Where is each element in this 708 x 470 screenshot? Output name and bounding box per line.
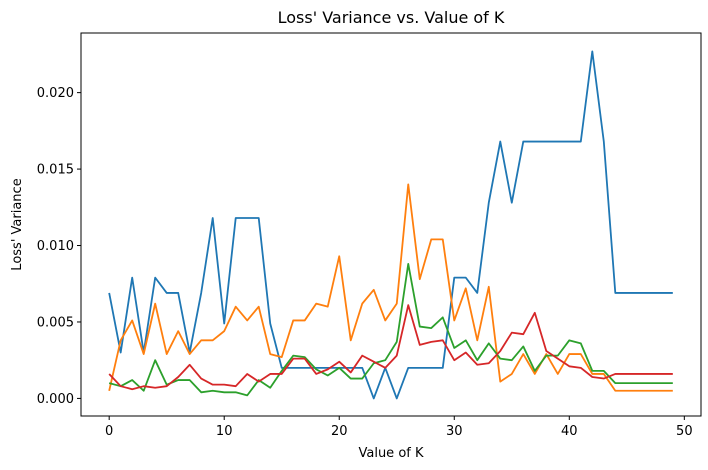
plot-frame [80, 32, 702, 417]
series-line-2 [108, 183, 673, 392]
x-tick-label: 10 [216, 424, 233, 439]
y-tick-label: 0.015 [37, 163, 74, 178]
series-layer [108, 50, 673, 400]
y-axis: 0.000 0.005 0.010 0.015 0.020 [37, 86, 81, 407]
x-axis-label: Value of K [358, 446, 423, 461]
series-line-1 [108, 50, 673, 400]
x-tick-label: 40 [561, 424, 578, 439]
x-tick-label: 20 [331, 424, 348, 439]
chart-title: Loss' Variance vs. Value of K [278, 8, 505, 27]
y-tick-label: 0.000 [37, 392, 74, 407]
y-axis-label: Loss' Variance [10, 178, 25, 270]
y-tick-label: 0.005 [37, 315, 74, 330]
x-tick-label: 30 [446, 424, 463, 439]
x-axis: 0 10 20 30 40 50 [105, 416, 693, 439]
y-tick-label: 0.020 [37, 86, 74, 101]
series-line-4 [108, 304, 673, 391]
series-line-3 [108, 262, 673, 397]
x-tick-label: 0 [105, 424, 113, 439]
x-tick-label: 50 [676, 424, 693, 439]
y-tick-label: 0.010 [37, 239, 74, 254]
